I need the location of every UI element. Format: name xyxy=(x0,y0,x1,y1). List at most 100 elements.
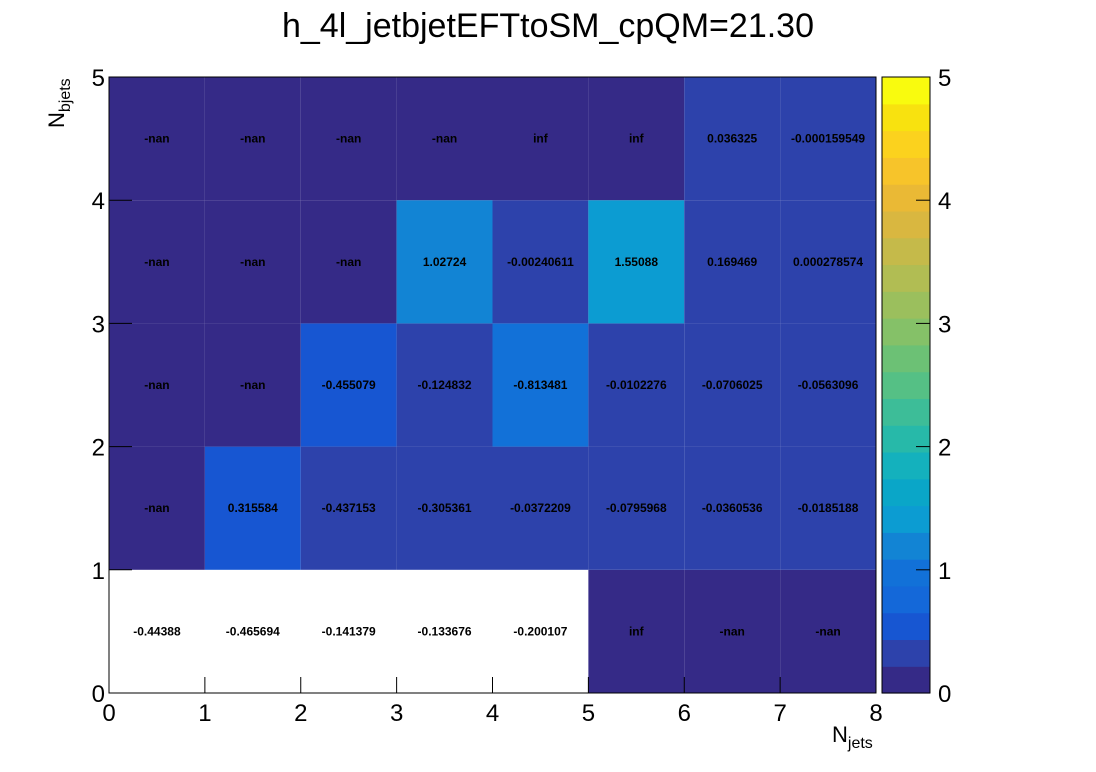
cell-value-label: 1.02724 xyxy=(423,255,467,269)
cell-value-label: -0.0372209 xyxy=(510,501,571,515)
cell-value-label: -0.124832 xyxy=(418,378,472,392)
heatmap-cell xyxy=(204,446,301,570)
cell-value-label: -0.000159549 xyxy=(791,132,865,146)
color-scale-swatch xyxy=(882,398,930,426)
heatmap-cell xyxy=(109,446,205,570)
heatmap-cell xyxy=(109,323,205,447)
heatmap-cell xyxy=(109,569,205,693)
cell-value-label: -0.0795968 xyxy=(606,501,667,515)
heatmap-cell xyxy=(300,446,397,570)
cell-value-label: 0.036325 xyxy=(707,132,757,146)
heatmap-cell xyxy=(204,569,301,693)
heatmap-cell xyxy=(684,446,781,570)
cell-value-label: 0.169469 xyxy=(707,255,757,269)
heatmap-cell xyxy=(300,77,397,201)
color-scale-swatch xyxy=(882,612,930,641)
cell-value-label: 0.000278574 xyxy=(793,255,863,269)
y-tick-label: 1 xyxy=(92,558,105,585)
y-axis-label: Nbjets xyxy=(44,78,74,128)
heatmap-cell xyxy=(780,200,876,324)
color-scale-swatch xyxy=(882,130,930,158)
cell-value-label: -0.0102276 xyxy=(606,378,667,392)
heatmap-cell xyxy=(780,446,876,570)
color-scale-swatch xyxy=(882,451,930,480)
z-tick-label: 3 xyxy=(938,311,951,338)
cell-value-label: -0.0360536 xyxy=(702,501,763,515)
cell-value-label: -nan xyxy=(720,624,745,638)
color-scale-swatch xyxy=(882,371,930,399)
cell-value-label: -nan xyxy=(336,132,361,146)
heatmap-cell xyxy=(780,569,876,693)
cell-value-label: -0.133676 xyxy=(418,624,472,638)
cell-value-label: -0.455079 xyxy=(322,378,376,392)
heatmap-cell xyxy=(204,77,301,201)
heatmap-cell xyxy=(684,569,781,693)
z-tick-label: 2 xyxy=(938,435,951,462)
color-scale-frame xyxy=(881,76,931,694)
cell-value-label: -nan xyxy=(144,132,169,146)
x-tick-label: 8 xyxy=(869,700,882,727)
color-scale-swatch xyxy=(882,559,930,587)
heatmap-cell xyxy=(492,77,589,201)
x-tick-label: 2 xyxy=(294,700,307,727)
color-scale-swatch xyxy=(882,532,930,560)
cell-value-label: -nan xyxy=(240,255,265,269)
y-tick-label: 5 xyxy=(92,65,105,92)
heatmap-cell xyxy=(204,323,301,447)
heatmap-cell xyxy=(588,200,685,324)
color-scale-swatch xyxy=(882,103,930,132)
y-tick-label: 0 xyxy=(92,681,105,708)
x-tick-label: 3 xyxy=(390,700,403,727)
heatmap-cell xyxy=(396,323,493,447)
cell-value-label: inf xyxy=(533,132,549,146)
x-tick-label: 4 xyxy=(486,700,499,727)
cell-value-label: inf xyxy=(629,624,645,638)
cell-value-label: -0.44388 xyxy=(133,624,181,638)
cell-value-label: -0.200107 xyxy=(513,624,567,638)
z-tick-label: 4 xyxy=(938,188,951,215)
color-scale-swatch xyxy=(882,184,930,212)
heatmap-cell xyxy=(109,200,205,324)
cell-value-label: -0.0706025 xyxy=(702,378,763,392)
color-scale-swatch xyxy=(882,318,930,346)
cell-value-label: -nan xyxy=(144,378,169,392)
heatmap-cell xyxy=(588,569,685,693)
y-tick-label: 3 xyxy=(92,311,105,338)
x-tick-label: 1 xyxy=(198,700,211,727)
heatmap-cell xyxy=(588,77,685,201)
color-scale-swatch xyxy=(882,585,930,614)
cell-value-label: -0.00240611 xyxy=(507,255,574,269)
heatmap-cell xyxy=(300,323,397,447)
cell-value-label: inf xyxy=(629,132,645,146)
cell-value-label: -0.465694 xyxy=(226,624,280,638)
cell-value-label: -nan xyxy=(240,378,265,392)
color-scale-swatch xyxy=(882,639,930,667)
cell-value-label: -0.0185188 xyxy=(798,501,859,515)
heatmap-cell xyxy=(588,323,685,447)
x-axis-label-sub: jets xyxy=(847,735,873,752)
x-tick-label: 0 xyxy=(102,700,115,727)
heatmap-cell-labels: -0.44388 -0.465694 -0.141379 -0.133676 -0.20… xyxy=(133,132,865,639)
heatmap-cell xyxy=(396,569,493,693)
color-scale-swatch xyxy=(882,77,930,105)
cell-value-label: -nan xyxy=(144,501,169,515)
x-axis: 0 1 2 3 4 5 6 7 8 xyxy=(102,677,883,727)
cell-value-label: -nan xyxy=(432,132,457,146)
heatmap-cell xyxy=(684,200,781,324)
heatmap-cell xyxy=(204,200,301,324)
heatmap-cell xyxy=(300,200,397,324)
heatmap-cell xyxy=(396,77,493,201)
chart-title: h_4l_jetbjetEFTtoSM_cpQM=21.30 xyxy=(282,7,814,45)
heatmap-cell xyxy=(684,323,781,447)
cell-value-label: 0.315584 xyxy=(228,501,278,515)
x-tick-label: 6 xyxy=(678,700,691,727)
color-scale-swatch xyxy=(882,291,930,319)
cell-value-label: -nan xyxy=(144,255,169,269)
color-scale-swatch xyxy=(882,210,930,239)
cell-value-label: -nan xyxy=(240,132,265,146)
color-scale-bar xyxy=(881,76,931,694)
heatmap-cell xyxy=(396,446,493,570)
heatmap-cell xyxy=(492,323,589,447)
heatmap-cell xyxy=(588,446,685,570)
